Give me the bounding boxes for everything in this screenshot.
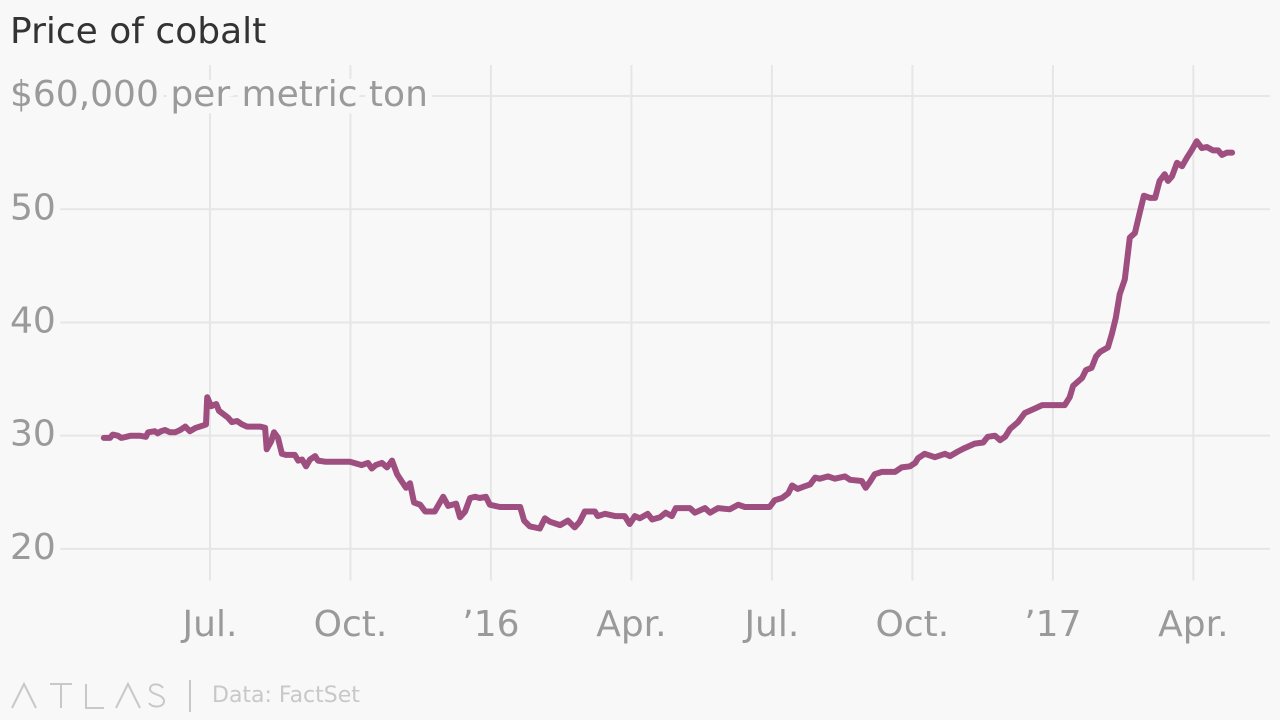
grid (10, 65, 1270, 581)
x-tick-label: Apr. (596, 604, 666, 645)
x-tick-label: Jul. (181, 604, 238, 645)
source-note: Data: FactSet (212, 683, 360, 708)
plot (100, 138, 1236, 532)
y-tick-label: 40 (10, 300, 56, 341)
logo-letter (115, 681, 141, 709)
y-tick-label: 20 (10, 527, 56, 568)
x-tick-label: ’16 (462, 604, 519, 645)
x-tick-label: Jul. (742, 604, 799, 645)
logo-letter (11, 681, 37, 709)
atlas-logo (11, 680, 191, 712)
y-tick-label: 50 (10, 187, 56, 228)
y-tick-label: 30 (10, 414, 56, 455)
chart-title: Price of cobalt (10, 11, 266, 52)
x-tick-label: Oct. (314, 604, 388, 645)
price-line (100, 138, 1236, 532)
x-tick-label: Apr. (1158, 604, 1228, 645)
tick-labels: 20 30 40 50 $60,000 per metric ton Jul. Oct. ’1… (3, 67, 1236, 652)
y-tick-label: $60,000 per metric ton (10, 74, 428, 115)
logo-letter (148, 683, 166, 708)
logo-letter (85, 684, 104, 709)
x-tick-label: Oct. (876, 604, 950, 645)
x-tick-label: ’17 (1024, 604, 1081, 645)
